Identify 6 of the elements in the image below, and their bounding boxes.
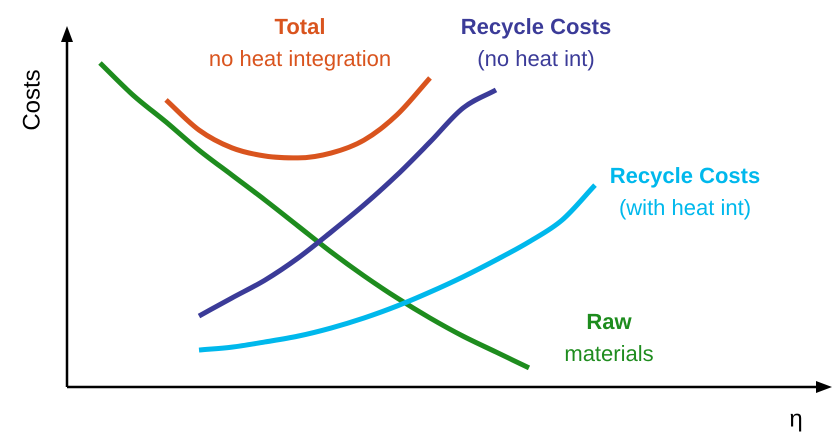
series-label: Recycle Costs (no heat int) xyxy=(460,14,612,71)
series-label: Recycle Costs (with heat int) xyxy=(610,163,760,220)
x-axis-title: η xyxy=(789,406,803,433)
series-label: Total no heat integration xyxy=(208,14,392,71)
series-label: Raw materials xyxy=(564,308,654,366)
y-axis-title: Costs xyxy=(18,69,46,131)
